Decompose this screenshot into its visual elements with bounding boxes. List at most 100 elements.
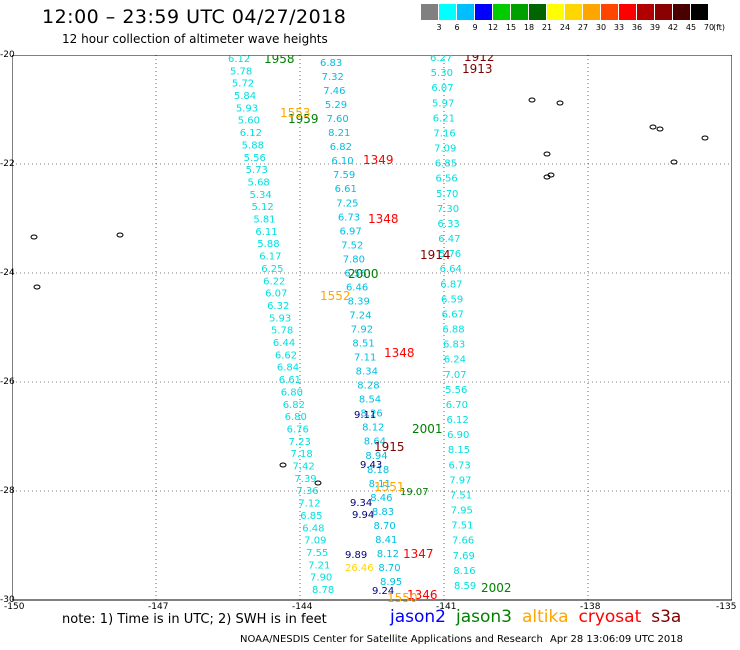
swh-value: 8.15 [448, 445, 470, 456]
swh-value: 8.59 [454, 581, 476, 592]
track-id-label: 1550 [387, 591, 418, 605]
swh-value: 7.55 [306, 548, 328, 559]
colorbar-swatch [511, 4, 529, 20]
swh-value: 9.24 [372, 586, 394, 597]
colorbar-swatch [439, 4, 457, 20]
swh-value: 7.51 [450, 490, 472, 501]
swh-value: 6.11 [255, 227, 277, 238]
swh-value: 6.80 [285, 412, 307, 423]
swh-value: 7.24 [349, 310, 371, 321]
swh-value: 9.34 [350, 498, 372, 509]
colorbar-label: 33 [613, 23, 625, 32]
colorbar-swatch [691, 4, 709, 20]
legend-item-s3a: s3a [651, 607, 682, 627]
island-outline [656, 126, 664, 132]
island-outline [701, 135, 709, 141]
colorbar-label: 21 [541, 23, 553, 32]
swh-value: 8.28 [357, 381, 379, 392]
swh-value: 7.25 [336, 198, 358, 209]
swh-value: 6.56 [344, 268, 366, 279]
swh-value: 7.11 [354, 353, 376, 364]
lat-tick-label: -24 [0, 268, 15, 278]
swh-value: 7.21 [308, 560, 330, 571]
swh-value: 7.42 [292, 462, 314, 473]
swh-value: 7.16 [433, 128, 455, 139]
swh-value: 8.64 [364, 437, 386, 448]
satellite-legend: jason2 jason3 altika cryosat s3a [390, 607, 691, 627]
swh-value: 6.61 [335, 184, 357, 195]
swh-value: 6.85 [300, 511, 322, 522]
swh-value: 8.70 [374, 521, 396, 532]
island-outline [314, 480, 322, 486]
lon-tick-label: -135 [716, 602, 737, 612]
swh-value: 6.62 [275, 350, 297, 361]
swh-value: 8.16 [453, 566, 475, 577]
lon-tick-label: -144 [292, 602, 313, 612]
swh-value: 7.66 [452, 536, 474, 547]
swh-value: 6.07 [265, 289, 287, 300]
swh-value: 8.26 [361, 409, 383, 420]
swh-value: 8.46 [370, 493, 392, 504]
swh-value: 7.09 [434, 144, 456, 155]
swh-value: 8.18 [367, 465, 389, 476]
track-id-label: 2000 [348, 267, 379, 281]
lon-tick-label: -138 [580, 602, 601, 612]
credit-line: NOAA/NESDIS Center for Satellite Applica… [240, 634, 543, 645]
swh-value: 6.80 [281, 387, 303, 398]
track-id-label: 1552 [320, 289, 351, 303]
track-id-label: 1959 [288, 112, 319, 126]
swh-value: 5.81 [253, 215, 275, 226]
swh-value: 6.83 [320, 58, 342, 69]
swh-value: 6.82 [283, 400, 305, 411]
colorbar-unit: (ft) [713, 23, 726, 32]
track-id-label: 1347 [403, 547, 434, 561]
map-plot: 6.12 5.78 5.72 5.84 5.93 5.60 6.12 5.88 5.56 5.73… [11, 50, 733, 609]
swh-value: 7.46 [323, 86, 345, 97]
lon-tick-label: -147 [148, 602, 169, 612]
swh-value: 5.88 [242, 140, 264, 151]
swh-value: 5.78 [271, 326, 293, 337]
swh-value: 6.67 [442, 309, 464, 320]
swh-value: 6.73 [449, 460, 471, 471]
island-outline [543, 151, 551, 157]
swh-value: 9.43 [360, 460, 382, 471]
swh-value: 6.48 [302, 523, 324, 534]
swh-value: 7.51 [451, 521, 473, 532]
swh-value: 7.09 [304, 536, 326, 547]
colorbar-swatch [475, 4, 493, 20]
swh-value: 6.12 [228, 55, 250, 65]
swh-value: 5.93 [269, 313, 291, 324]
swh-value: 5.56 [445, 385, 467, 396]
swh-value: 6.33 [438, 219, 460, 230]
swh-value: 7.36 [296, 486, 318, 497]
island-outline [33, 284, 41, 290]
swh-value: 8.34 [356, 367, 378, 378]
lat-tick-label: -22 [0, 159, 15, 169]
swh-value: 7.39 [294, 474, 316, 485]
swh-value: 6.85 [435, 159, 457, 170]
swh-value: 6.25 [261, 264, 283, 275]
swh-value: 6.46 [346, 282, 368, 293]
swh-value: 6.84 [277, 363, 299, 374]
footer-note: note: 1) Time is in UTC; 2) SWH is in fe… [62, 612, 327, 627]
colorbar-label: 70 [703, 23, 715, 32]
swh-value: 5.93 [236, 103, 258, 114]
swh-value: 5.60 [238, 116, 260, 127]
colorbar-label: 15 [505, 23, 517, 32]
swh-value: 7.23 [289, 437, 311, 448]
track-id-label: 1958 [264, 55, 295, 66]
colorbar-label: 24 [559, 23, 571, 32]
island-outline [116, 232, 124, 238]
swh-value: 6.10 [331, 156, 353, 167]
colorbar-swatch [637, 4, 655, 20]
track-id-label: 1914 [420, 248, 451, 262]
swh-value: 6.76 [287, 424, 309, 435]
swh-value: 6.82 [330, 142, 352, 153]
swh-value: 8.41 [375, 535, 397, 546]
swh-value: 6.24 [444, 355, 466, 366]
legend-item-jason2: jason2 [390, 607, 446, 627]
track-id-label: 1915 [374, 440, 405, 454]
track-id-label: 2002 [481, 581, 512, 595]
lon-tick-label: -150 [4, 602, 25, 612]
swh-value: 9.11 [354, 410, 376, 421]
